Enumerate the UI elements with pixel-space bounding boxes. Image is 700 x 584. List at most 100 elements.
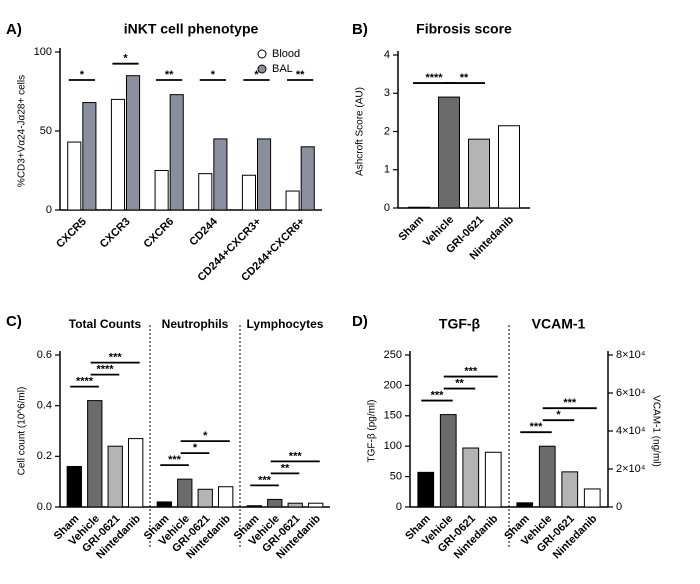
bar xyxy=(468,138,490,209)
tick-label: 1 xyxy=(384,164,390,176)
significance-label: *** xyxy=(464,365,478,377)
tick-label: 0.6 xyxy=(37,349,52,361)
tick-label: 50 xyxy=(390,471,402,483)
tick-label: 8×10⁴ xyxy=(616,349,646,361)
bar xyxy=(169,94,184,211)
panel-letter: A) xyxy=(6,21,22,38)
significance-label: *** xyxy=(431,389,445,401)
bar xyxy=(300,146,315,211)
significance-label: * xyxy=(193,442,198,454)
tick-label: 6×10⁴ xyxy=(616,387,646,399)
significance-label: **** xyxy=(425,72,443,84)
bar xyxy=(67,141,82,211)
bar xyxy=(257,138,272,211)
legend-marker xyxy=(257,64,267,74)
bar xyxy=(128,438,144,508)
tick-label: 100 xyxy=(384,440,402,452)
bar xyxy=(308,502,324,508)
significance-label: * xyxy=(203,430,208,442)
bar xyxy=(462,447,480,508)
tick-label: 0.0 xyxy=(37,501,52,513)
tick-label: 0 xyxy=(396,501,402,513)
tick-label: 3 xyxy=(384,87,390,99)
bar xyxy=(197,488,213,508)
tick-label: 0.4 xyxy=(37,400,52,412)
chart-title: Fibrosis score xyxy=(416,21,512,37)
bar xyxy=(439,414,457,508)
significance-label: **** xyxy=(76,376,94,388)
significance-label: * xyxy=(123,53,128,65)
significance-label: ** xyxy=(455,377,464,389)
x-tick-label: CXCR3 xyxy=(98,216,133,251)
bar xyxy=(241,174,256,211)
significance-label: ** xyxy=(281,462,290,474)
axis-label: VCAM-1 (ng/ml) xyxy=(650,395,661,467)
significance-label: * xyxy=(254,69,259,81)
axis-label: TGF-β (pg/ml) xyxy=(367,400,378,463)
bar xyxy=(177,478,193,508)
x-tick-label: CXCR6 xyxy=(141,216,176,251)
tick-label: 0 xyxy=(616,501,622,513)
bar xyxy=(287,502,303,508)
significance-label: ** xyxy=(460,72,469,84)
bar xyxy=(198,173,213,211)
bar xyxy=(417,471,435,508)
bar xyxy=(408,206,430,209)
significance-label: ** xyxy=(165,69,174,81)
tick-label: 250 xyxy=(384,349,402,361)
bar xyxy=(583,488,601,508)
tick-label: 2 xyxy=(384,125,390,137)
panel-letter: C) xyxy=(6,313,22,330)
significance-label: *** xyxy=(109,352,123,364)
legend-marker xyxy=(257,49,267,59)
significance-label: * xyxy=(556,409,561,421)
group-title: Lymphocytes xyxy=(247,317,324,331)
bar xyxy=(213,138,228,211)
panel-letter: D) xyxy=(352,313,368,330)
bar xyxy=(285,190,300,211)
tick-label: 4×10⁴ xyxy=(616,425,646,437)
axis-label: Cell count (10^6/ml) xyxy=(17,387,28,476)
group-title: TGF-β xyxy=(439,316,481,332)
axis-label: %CD3+Vα24-Jα28+ cells xyxy=(17,75,28,187)
tick-label: 4 xyxy=(384,49,390,61)
bar xyxy=(218,486,234,508)
tick-label: 50 xyxy=(40,125,52,137)
bar xyxy=(538,445,556,508)
bar xyxy=(154,170,169,211)
bar xyxy=(156,501,172,508)
significance-label: *** xyxy=(258,474,272,486)
tick-label: 2×10⁴ xyxy=(616,463,646,475)
significance-label: *** xyxy=(563,397,577,409)
bar xyxy=(66,465,82,508)
bar xyxy=(438,96,460,209)
tick-label: 100 xyxy=(34,46,52,58)
tick-label: 200 xyxy=(384,379,402,391)
bar xyxy=(87,400,103,508)
significance-label: *** xyxy=(289,450,303,462)
axis-label: Ashcroft Score (AU) xyxy=(355,87,366,176)
significance-label: * xyxy=(80,69,85,81)
bar xyxy=(498,125,520,209)
bar xyxy=(561,471,579,508)
significance-label: *** xyxy=(168,454,182,466)
bar xyxy=(516,502,534,508)
group-title: Total Counts xyxy=(69,317,142,331)
panel-letter: B) xyxy=(352,21,368,38)
x-tick-label: CD244 xyxy=(187,215,220,248)
tick-label: 0 xyxy=(46,204,52,216)
x-tick-label: CXCR5 xyxy=(54,216,89,251)
significance-label: **** xyxy=(96,364,114,376)
bar xyxy=(107,445,123,508)
bar xyxy=(82,102,97,211)
significance-label: *** xyxy=(530,421,544,433)
bar xyxy=(126,75,141,211)
bar xyxy=(484,451,502,508)
legend-label: BAL xyxy=(272,63,293,75)
bar xyxy=(267,498,283,508)
legend-label: Blood xyxy=(272,48,300,60)
chart-title: iNKT cell phenotype xyxy=(124,21,259,37)
tick-label: 150 xyxy=(384,410,402,422)
group-title: Neutrophils xyxy=(162,317,229,331)
